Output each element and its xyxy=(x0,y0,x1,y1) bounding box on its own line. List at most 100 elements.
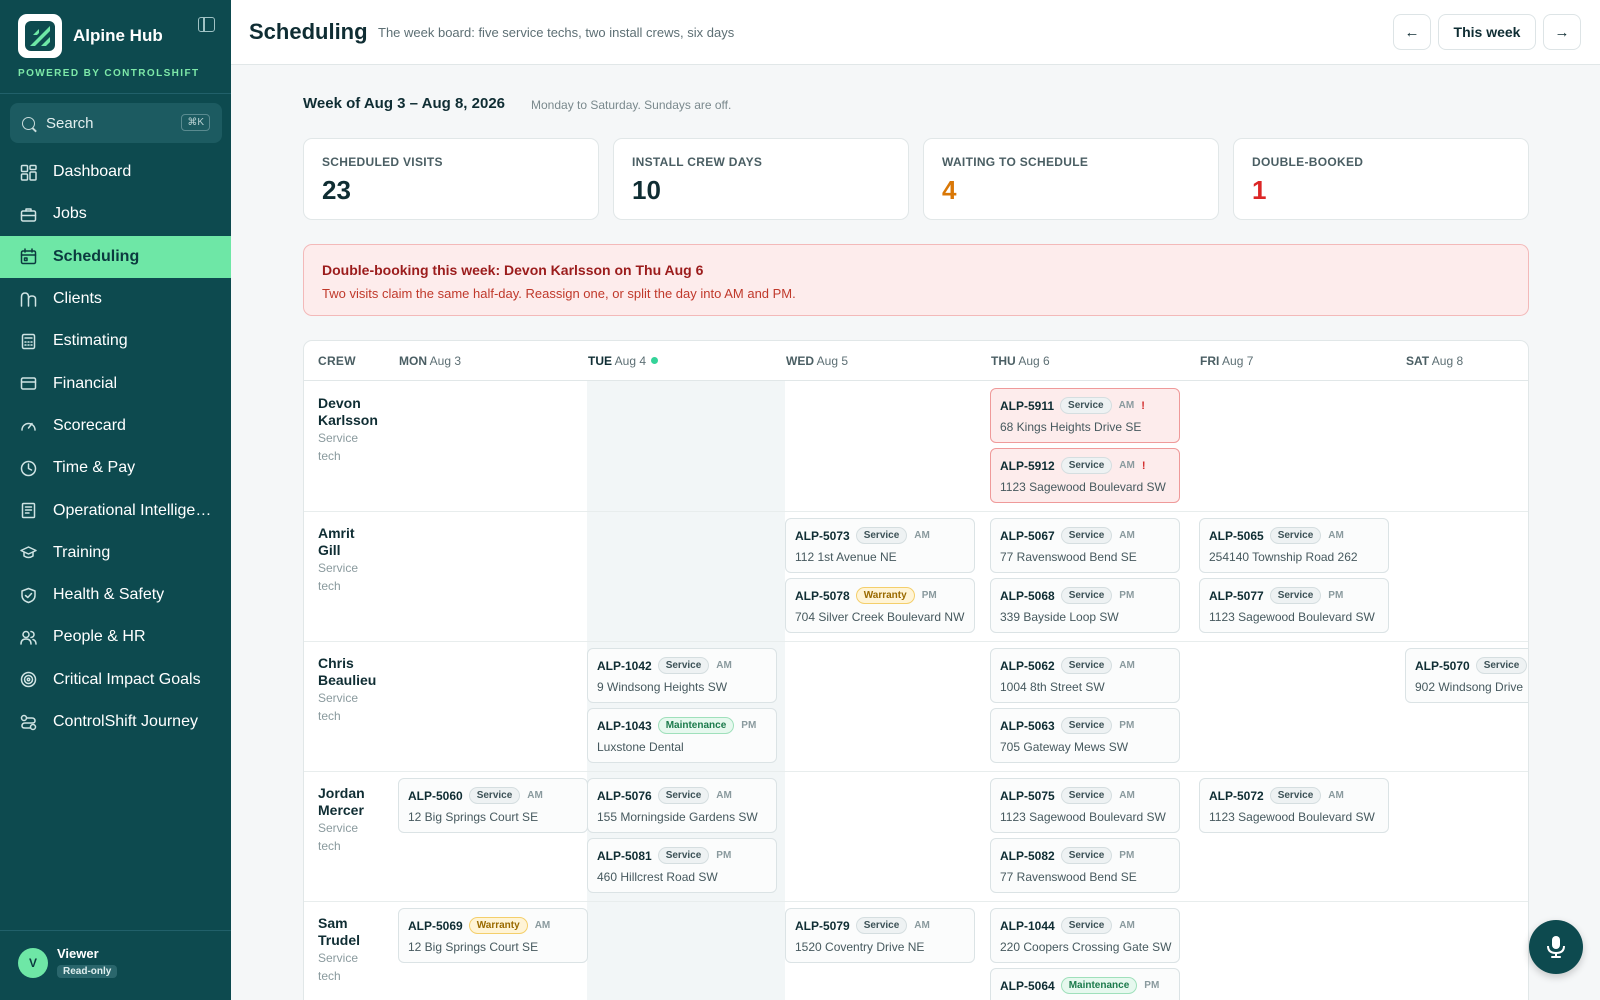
microphone-icon xyxy=(1547,936,1565,958)
visit-card[interactable]: ALP-1044 Service AM 220 Coopers Crossing Ga… xyxy=(990,908,1180,963)
visit-id: ALP-1042 xyxy=(597,658,652,673)
visit-address: 1123 Sagewood Boulevard SW xyxy=(1209,610,1375,624)
visit-half-day: AM xyxy=(1119,920,1135,931)
day-date: Aug 6 xyxy=(1018,354,1050,368)
visit-card[interactable]: ALP-5076 Service AM 155 Morningside Gardens… xyxy=(587,778,777,833)
sidebar-item-label: Time & Pay xyxy=(53,459,136,477)
sidebar-item-scheduling[interactable]: Scheduling xyxy=(0,235,231,278)
crew-column-header: CREW xyxy=(318,354,356,368)
crew-first-name: Amrit xyxy=(318,525,355,541)
sidebar-item-health-safety[interactable]: Health & Safety xyxy=(0,574,231,616)
crew-first-name: Devon xyxy=(318,395,361,411)
sidebar-item-label: Financial xyxy=(53,374,118,392)
visit-card[interactable]: ALP-1042 Service AM 9 Windsong Heights SW xyxy=(587,648,777,703)
row-divider xyxy=(304,901,1528,902)
visit-card[interactable]: ALP-5077 Service PM 1123 Sagewood Boulevard… xyxy=(1199,578,1389,633)
visit-card[interactable]: ALP-5060 Service AM 12 Big Springs Court SE xyxy=(398,778,588,833)
week-title: Week of Aug 3 – Aug 8, 2026 xyxy=(303,95,506,112)
crew-label: Sam Trudel Service tech xyxy=(318,915,388,985)
sidebar-item-estimating[interactable]: Estimating xyxy=(0,320,231,362)
crew-label: Devon Karlsson Service tech xyxy=(318,395,388,465)
sidebar-item-training[interactable]: Training xyxy=(0,532,231,574)
visit-address: 77 Ravenswood Bend SE xyxy=(1000,550,1137,564)
visit-address: 9 Windsong Heights SW xyxy=(597,680,728,694)
visit-card[interactable]: ALP-5072 Service AM 1123 Sagewood Boulevard… xyxy=(1199,778,1389,833)
prev-week-button[interactable]: ← xyxy=(1393,14,1431,50)
visit-address: Luxstone Dental xyxy=(597,740,684,754)
visit-type-badge: Service xyxy=(1060,457,1113,474)
visit-card[interactable]: ALP-5075 Service AM 1123 Sagewood Boulevard… xyxy=(990,778,1180,833)
visit-id: ALP-5070 xyxy=(1415,658,1470,673)
visit-card[interactable]: ALP-5067 Service AM 77 Ravenswood Bend SE xyxy=(990,518,1180,573)
sidebar-item-operational-intellige[interactable]: Operational Intellige… xyxy=(0,489,231,531)
voice-assistant-button[interactable] xyxy=(1529,920,1583,974)
visit-address: 1004 8th Street SW xyxy=(1000,680,1105,694)
search-input[interactable]: Search ⌘K xyxy=(10,103,222,143)
sidebar-item-controlshift-journey[interactable]: ControlShift Journey xyxy=(0,701,231,743)
sidebar-item-critical-impact-goals[interactable]: Critical Impact Goals xyxy=(0,659,231,701)
day-of-week: SAT xyxy=(1406,354,1430,368)
visit-card[interactable]: ALP-5073 Service AM 112 1st Avenue NE xyxy=(785,518,975,573)
sidebar-item-label: Scheduling xyxy=(53,247,140,265)
board-header: CREW MON Aug 3 TUE Aug 4 WED Aug 5 THU Aug … xyxy=(304,341,1528,381)
visit-card[interactable]: ALP-5064 Maintenance PM xyxy=(990,968,1180,1000)
day-of-week: THU xyxy=(991,354,1016,368)
visit-card[interactable]: ALP-5063 Service PM 705 Gateway Mews SW xyxy=(990,708,1180,763)
brand[interactable]: Alpine Hub xyxy=(18,14,163,58)
visit-card[interactable]: ALP-5911 Service AM! 68 Kings Heights Drive… xyxy=(990,388,1180,443)
visit-card[interactable]: ALP-5068 Service PM 339 Bayside Loop SW xyxy=(990,578,1180,633)
visit-header: ALP-5075 Service AM xyxy=(1000,787,1135,804)
visit-card[interactable]: ALP-5081 Service PM 460 Hillcrest Road SW xyxy=(587,838,777,893)
visit-id: ALP-5069 xyxy=(408,918,463,933)
visit-id: ALP-5060 xyxy=(408,788,463,803)
visit-card[interactable]: ALP-1043 Maintenance PM Luxstone Dental xyxy=(587,708,777,763)
this-week-button[interactable]: This week xyxy=(1438,14,1536,50)
crew-role: Service xyxy=(318,691,359,705)
sidebar-item-dashboard[interactable]: Dashboard xyxy=(0,151,231,193)
visit-header: ALP-5081 Service PM xyxy=(597,847,731,864)
user-profile[interactable]: V Viewer Read-only xyxy=(18,946,118,979)
visit-type-badge: Service xyxy=(657,657,710,674)
visit-card[interactable]: ALP-5070 Service 902 Windsong Drive xyxy=(1405,648,1528,703)
visit-card[interactable]: ALP-5079 Service AM 1520 Coventry Drive NE xyxy=(785,908,975,963)
visit-address: 112 1st Avenue NE xyxy=(795,550,897,564)
day-header-tue: TUE Aug 4 xyxy=(588,354,659,368)
visit-id: ALP-5068 xyxy=(1000,588,1055,603)
visit-card[interactable]: ALP-5069 Warranty AM 12 Big Springs Court S… xyxy=(398,908,588,963)
calendar-icon xyxy=(20,248,37,265)
visit-header: ALP-5079 Service AM xyxy=(795,917,930,934)
sidebar-item-financial[interactable]: Financial xyxy=(0,362,231,404)
visit-id: ALP-5076 xyxy=(597,788,652,803)
sidebar-item-clients[interactable]: Clients xyxy=(0,278,231,320)
sidebar-footer-divider xyxy=(0,930,231,931)
visit-header: ALP-5912 Service AM! xyxy=(1000,457,1146,474)
sidebar-item-time-pay[interactable]: Time & Pay xyxy=(0,447,231,489)
sidebar-item-jobs[interactable]: Jobs xyxy=(0,193,231,235)
stat-label: SCHEDULED VISITS xyxy=(322,155,443,169)
user-role-badge: Read-only xyxy=(57,965,118,978)
visit-half-day: PM xyxy=(1119,850,1135,861)
visit-card[interactable]: ALP-5082 Service PM 77 Ravenswood Bend SE xyxy=(990,838,1180,893)
sidebar-collapse-icon[interactable] xyxy=(198,17,215,32)
visit-card[interactable]: ALP-5065 Service AM 254140 Township Road 26… xyxy=(1199,518,1389,573)
visit-id: ALP-5067 xyxy=(1000,528,1055,543)
next-week-button[interactable]: → xyxy=(1543,14,1581,50)
powered-by: POWERED BY CONTROLSHIFT xyxy=(18,68,200,79)
crew-label: Amrit Gill Service tech xyxy=(318,525,388,595)
day-header-mon: MON Aug 3 xyxy=(399,354,461,368)
visit-type-badge: Maintenance xyxy=(1060,977,1138,994)
visit-header: ALP-1042 Service AM xyxy=(597,657,732,674)
visit-card[interactable]: ALP-5062 Service AM 1004 8th Street SW xyxy=(990,648,1180,703)
sidebar-item-people-hr[interactable]: People & HR xyxy=(0,616,231,658)
visit-card[interactable]: ALP-5912 Service AM! 1123 Sagewood Boulevar… xyxy=(990,448,1180,503)
visit-id: ALP-5912 xyxy=(1000,458,1055,473)
visit-address: 254140 Township Road 262 xyxy=(1209,550,1358,564)
visit-id: ALP-1044 xyxy=(1000,918,1055,933)
alert-body: Two visits claim the same half-day. Reas… xyxy=(322,286,796,301)
double-booking-alert[interactable]: Double-booking this week: Devon Karlsson… xyxy=(303,244,1529,316)
sidebar-item-scorecard[interactable]: Scorecard xyxy=(0,405,231,447)
visit-card[interactable]: ALP-5078 Warranty PM 704 Silver Creek Boule… xyxy=(785,578,975,633)
today-dot-icon xyxy=(651,357,659,364)
visit-address: 705 Gateway Mews SW xyxy=(1000,740,1129,754)
day-of-week: WED xyxy=(786,354,814,368)
